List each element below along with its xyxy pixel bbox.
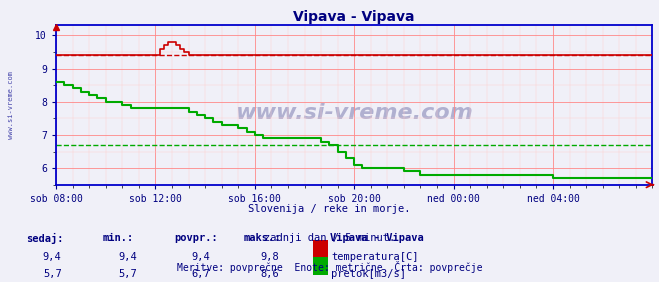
Text: pretok[m3/s]: pretok[m3/s]	[331, 269, 407, 279]
Text: povpr.:: povpr.:	[175, 233, 218, 243]
Text: Vipava - Vipava: Vipava - Vipava	[330, 233, 423, 243]
Text: min.:: min.:	[102, 233, 133, 243]
Text: 8,6: 8,6	[260, 269, 279, 279]
Text: www.si-vreme.com: www.si-vreme.com	[8, 71, 14, 139]
Text: Slovenija / reke in morje.: Slovenija / reke in morje.	[248, 204, 411, 214]
Text: Meritve: povprečne  Enote: metrične  Črta: povprečje: Meritve: povprečne Enote: metrične Črta:…	[177, 261, 482, 273]
Text: 9,4: 9,4	[43, 252, 61, 262]
Text: 9,8: 9,8	[260, 252, 279, 262]
Title: Vipava - Vipava: Vipava - Vipava	[293, 10, 415, 24]
Text: 5,7: 5,7	[43, 269, 61, 279]
Text: temperatura[C]: temperatura[C]	[331, 252, 419, 262]
Text: 5,7: 5,7	[119, 269, 137, 279]
Text: zadnji dan / 5 minut.: zadnji dan / 5 minut.	[264, 233, 395, 243]
Text: 9,4: 9,4	[191, 252, 210, 262]
Text: 9,4: 9,4	[119, 252, 137, 262]
Text: www.si-vreme.com: www.si-vreme.com	[235, 103, 473, 123]
Text: maks.:: maks.:	[244, 233, 281, 243]
Text: 6,7: 6,7	[191, 269, 210, 279]
Text: sedaj:: sedaj:	[26, 233, 64, 244]
